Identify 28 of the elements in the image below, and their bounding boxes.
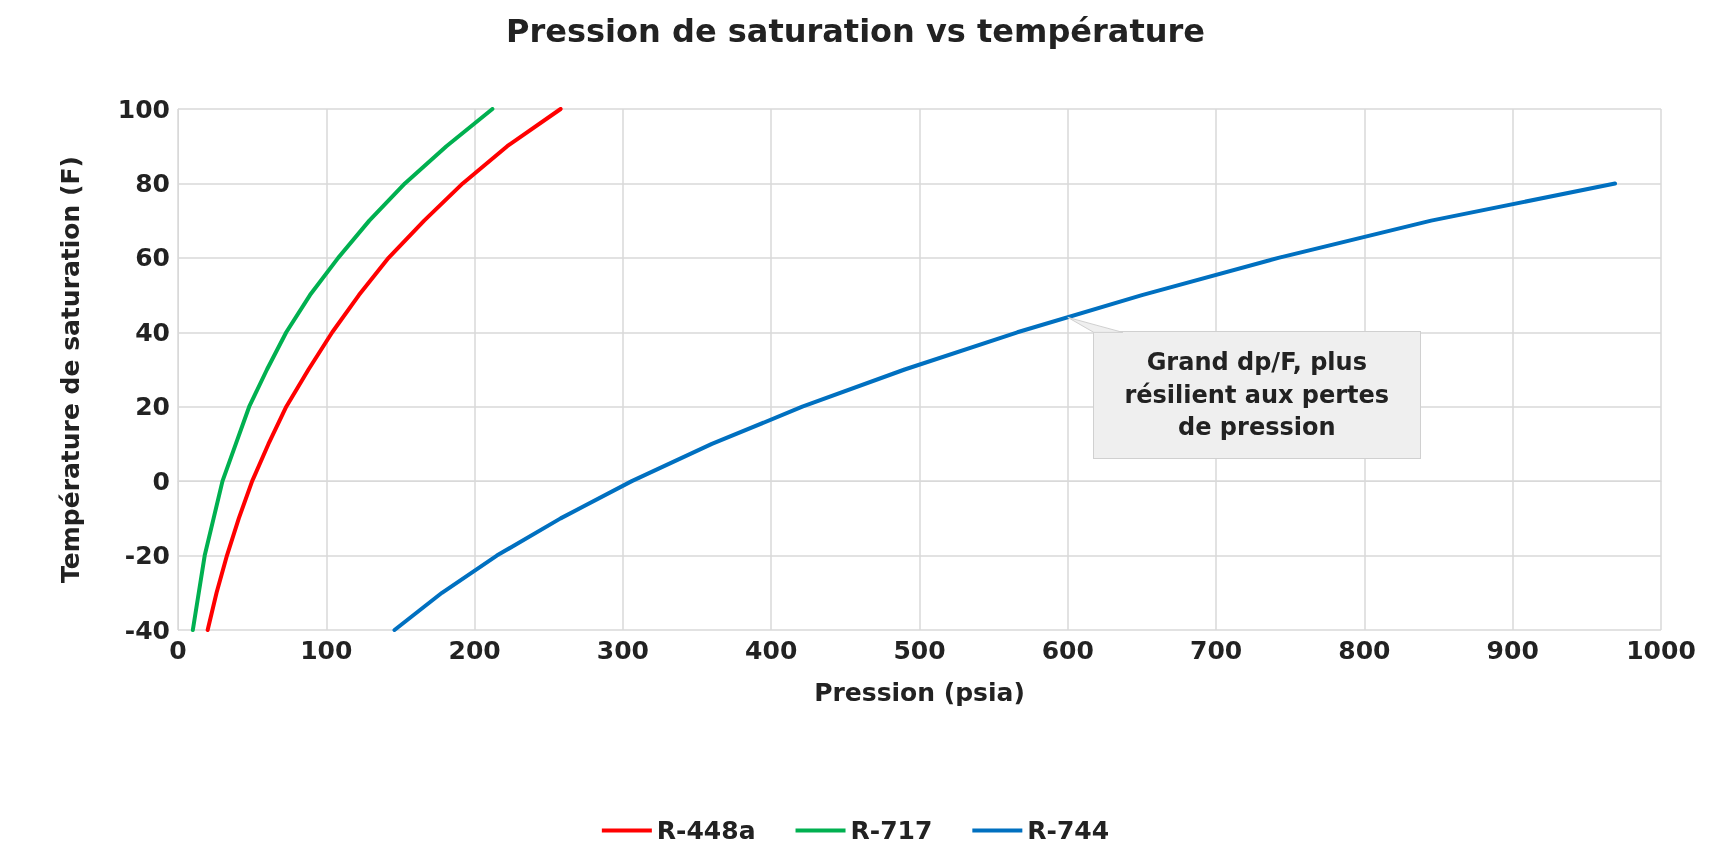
x-axis-title: Pression (psia) xyxy=(814,678,1025,707)
x-tick-label: 700 xyxy=(1190,636,1243,665)
x-tick-label: 200 xyxy=(448,636,501,665)
y-tick-label: 20 xyxy=(135,392,170,422)
x-tick-label: 100 xyxy=(300,636,353,665)
x-tick-label: 900 xyxy=(1486,636,1539,665)
y-tick-label: 80 xyxy=(135,168,170,198)
y-tick-label: 100 xyxy=(117,94,170,124)
legend-label: R-448a xyxy=(656,816,756,845)
line-series xyxy=(190,107,495,632)
annotation: Grand dp/F, plus résilient aux pertes de pression xyxy=(1092,331,1421,459)
line-series xyxy=(392,181,1618,632)
y-tick-label: 40 xyxy=(135,317,170,347)
legend-label: R-717 xyxy=(850,816,933,845)
y-tick-label: -40 xyxy=(124,615,170,645)
x-tick-label: 400 xyxy=(745,636,798,665)
y-tick-label: -20 xyxy=(124,541,170,571)
x-tick-label: 500 xyxy=(893,636,946,665)
y-tick-label: 60 xyxy=(135,243,170,273)
x-tick-label: 300 xyxy=(596,636,649,665)
x-tick-label: 800 xyxy=(1338,636,1391,665)
x-tick-label: 1000 xyxy=(1626,636,1696,665)
chart-title: Pression de saturation vs température xyxy=(506,12,1205,50)
y-axis-title: Température de saturation (F) xyxy=(56,156,85,583)
y-tick-label: 0 xyxy=(152,466,170,496)
legend-label: R-744 xyxy=(1027,816,1110,845)
line-series xyxy=(205,107,563,632)
x-tick-label: 600 xyxy=(1041,636,1094,665)
